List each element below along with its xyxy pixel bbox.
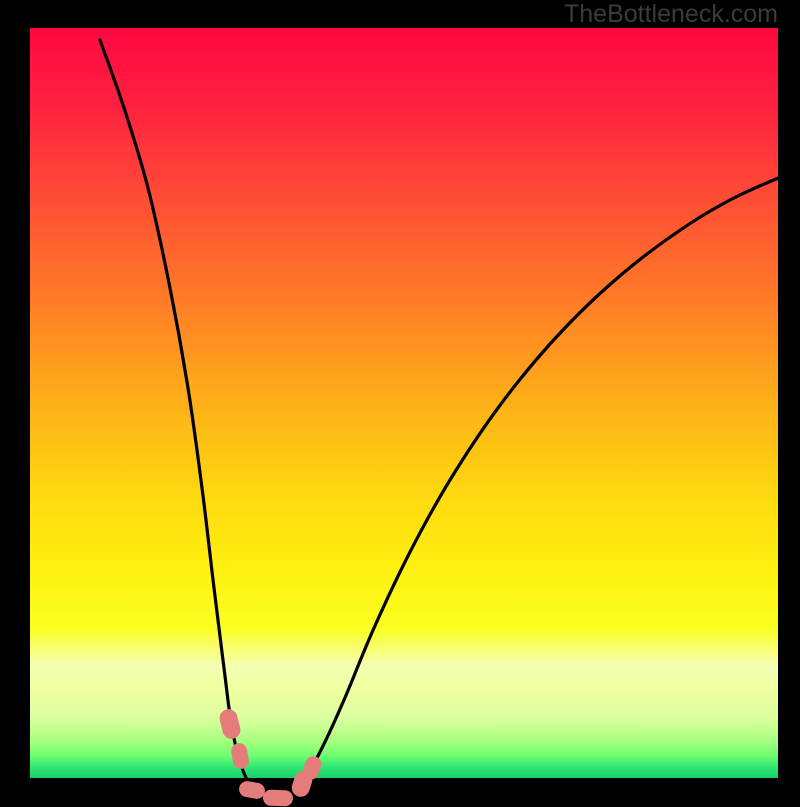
chart-frame: TheBottleneck.com bbox=[0, 0, 800, 800]
curve-path bbox=[100, 40, 778, 778]
valley-marker bbox=[238, 780, 266, 800]
plot-area bbox=[30, 28, 778, 778]
bottleneck-curve bbox=[30, 28, 778, 778]
valley-marker bbox=[263, 789, 294, 806]
watermark-text: TheBottleneck.com bbox=[564, 0, 778, 29]
